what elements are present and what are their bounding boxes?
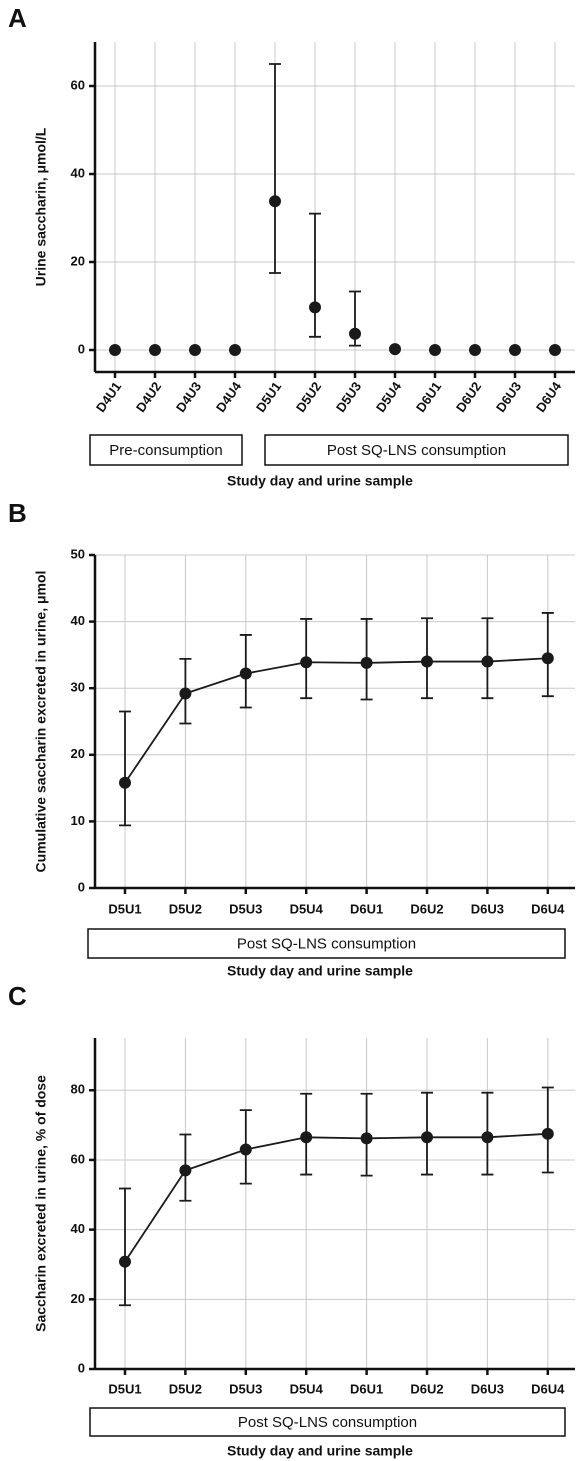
data-point bbox=[360, 1132, 373, 1145]
x-tick-label: D5U3 bbox=[229, 901, 262, 916]
group-label: Pre-consumption bbox=[109, 442, 222, 459]
x-tick-label: D4U4 bbox=[213, 378, 245, 414]
x-axis-label: Study day and urine sample bbox=[227, 473, 413, 489]
data-point bbox=[509, 344, 521, 356]
data-point bbox=[421, 1131, 433, 1144]
data-point bbox=[541, 1127, 554, 1140]
panel-letter: A bbox=[8, 3, 27, 33]
x-tick-label: D5U1 bbox=[253, 379, 284, 415]
data-point bbox=[149, 344, 161, 356]
group-box bbox=[264, 434, 569, 466]
y-tick-label: 10 bbox=[71, 813, 85, 828]
data-point bbox=[360, 656, 373, 669]
data-point bbox=[119, 776, 131, 789]
data-point bbox=[349, 327, 361, 340]
y-tick-label: 60 bbox=[71, 1151, 85, 1166]
x-tick-label: D5U1 bbox=[108, 1381, 141, 1396]
data-point bbox=[269, 195, 281, 208]
y-tick-label: 40 bbox=[71, 613, 85, 628]
data-point bbox=[481, 1131, 494, 1144]
x-tick-label: D6U1 bbox=[413, 379, 444, 415]
error-bar bbox=[309, 212, 321, 338]
x-tick-label: D5U4 bbox=[290, 1381, 324, 1396]
x-tick-label: D5U4 bbox=[373, 378, 405, 414]
x-tick-label: D5U2 bbox=[169, 901, 202, 916]
x-tick-label: D6U1 bbox=[350, 1381, 383, 1396]
y-tick-label: 0 bbox=[78, 879, 85, 894]
data-point bbox=[239, 1143, 252, 1156]
x-tick-label: D6U4 bbox=[531, 1381, 565, 1396]
group-label: Post SQ-LNS consumption bbox=[237, 935, 416, 952]
data-point bbox=[109, 344, 121, 356]
x-tick-label: D5U2 bbox=[169, 1381, 202, 1396]
x-tick-label: D6U4 bbox=[531, 901, 565, 916]
x-tick-label: D5U3 bbox=[229, 1381, 262, 1396]
x-tick-label: D6U2 bbox=[410, 1381, 443, 1396]
x-tick-label: D4U2 bbox=[133, 379, 164, 415]
group-box bbox=[89, 434, 243, 466]
y-axis-label: Saccharin excreted in urine, % of dose bbox=[33, 1075, 49, 1332]
data-point bbox=[179, 687, 192, 700]
y-tick-label: 60 bbox=[71, 77, 85, 92]
y-tick-label: 50 bbox=[71, 546, 85, 561]
data-point bbox=[309, 301, 321, 314]
error-bar bbox=[119, 710, 131, 827]
group-box bbox=[89, 1407, 566, 1437]
data-point bbox=[469, 344, 481, 356]
panel-letter: C bbox=[8, 981, 27, 1011]
x-tick-label: D6U3 bbox=[471, 901, 504, 916]
group-box bbox=[87, 928, 566, 959]
group-label: Post SQ-LNS consumption bbox=[238, 1414, 417, 1431]
error-bar bbox=[269, 63, 281, 274]
x-tick-label: D6U2 bbox=[453, 379, 484, 415]
y-tick-label: 20 bbox=[71, 746, 85, 761]
x-tick-label: D4U1 bbox=[93, 379, 124, 415]
data-point bbox=[389, 343, 401, 356]
x-tick-label: D6U3 bbox=[471, 1381, 504, 1396]
data-point bbox=[239, 667, 252, 680]
y-tick-label: 40 bbox=[71, 165, 85, 180]
y-tick-label: 0 bbox=[78, 1360, 85, 1375]
data-point bbox=[189, 344, 201, 356]
y-tick-label: 80 bbox=[71, 1082, 85, 1097]
data-point bbox=[429, 344, 441, 356]
data-point bbox=[179, 1164, 192, 1177]
y-axis-label: Urine saccharin, μmol/L bbox=[33, 127, 49, 286]
x-tick-label: D4U3 bbox=[173, 379, 204, 415]
x-axis-label: Study day and urine sample bbox=[227, 963, 413, 979]
series-line bbox=[124, 1132, 548, 1263]
y-tick-label: 0 bbox=[78, 341, 85, 356]
data-point bbox=[421, 655, 433, 668]
data-point bbox=[229, 344, 241, 356]
data-point bbox=[549, 344, 561, 356]
x-axis-label: Study day and urine sample bbox=[227, 1443, 413, 1459]
series-line bbox=[124, 657, 548, 784]
y-axis-label: Cumulative saccharin excreted in urine, … bbox=[33, 571, 49, 873]
group-label: Post SQ-LNS consumption bbox=[327, 442, 506, 459]
data-point bbox=[541, 652, 554, 665]
data-point bbox=[119, 1255, 131, 1268]
x-tick-label: D5U1 bbox=[108, 901, 141, 916]
y-tick-label: 20 bbox=[71, 1291, 85, 1306]
data-point bbox=[481, 655, 494, 668]
y-tick-label: 20 bbox=[71, 253, 85, 268]
x-tick-label: D6U1 bbox=[350, 901, 383, 916]
y-tick-label: 40 bbox=[71, 1221, 85, 1236]
x-tick-label: D5U2 bbox=[293, 379, 324, 415]
x-tick-label: D6U3 bbox=[493, 379, 524, 415]
x-tick-label: D5U3 bbox=[333, 379, 364, 415]
x-tick-label: D5U4 bbox=[290, 901, 324, 916]
y-tick-label: 30 bbox=[71, 680, 85, 695]
data-point bbox=[300, 1131, 313, 1144]
x-tick-label: D6U2 bbox=[410, 901, 443, 916]
panel-letter: B bbox=[8, 498, 27, 528]
error-bar bbox=[119, 1187, 131, 1307]
data-point bbox=[300, 656, 313, 669]
x-tick-label: D6U4 bbox=[533, 378, 565, 414]
